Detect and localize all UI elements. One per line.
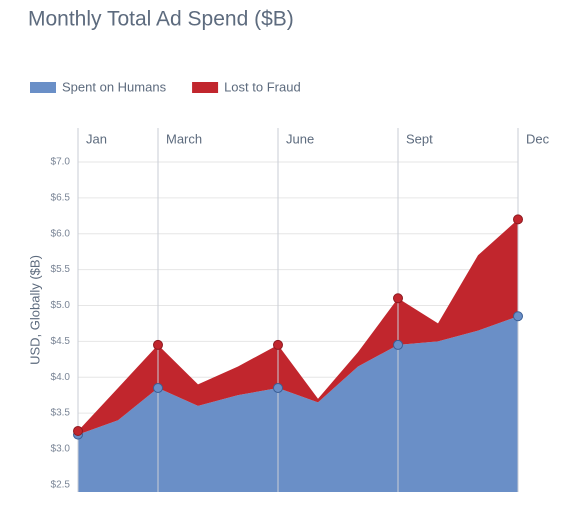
y-tick-label: $6.5 <box>51 193 71 204</box>
area <box>78 219 518 435</box>
y-tick-label: $7.0 <box>51 157 71 168</box>
y-tick-label: $4.0 <box>51 372 71 383</box>
point <box>153 382 163 393</box>
x-tick-label: Jan <box>86 131 107 146</box>
x-tick-label: June <box>286 131 314 146</box>
y-tick-label: $6.0 <box>51 228 71 239</box>
y-tick-label: $2.5 <box>51 479 71 490</box>
area <box>78 316 518 492</box>
y-tick-label: $4.5 <box>51 336 71 347</box>
point <box>393 339 403 350</box>
point <box>393 293 403 304</box>
legend-label: Lost to Fraud <box>224 79 301 94</box>
legend-label: Spent on Humans <box>62 79 167 94</box>
x-tick-label: Dec <box>526 131 550 146</box>
y-tick-label: $3.5 <box>51 408 71 419</box>
point <box>273 382 283 393</box>
point <box>73 426 83 437</box>
y-tick-label: $3.0 <box>51 444 71 455</box>
point <box>153 339 163 350</box>
point <box>513 214 523 225</box>
legend-swatch <box>30 82 56 93</box>
point <box>513 311 523 322</box>
y-tick-label: $5.0 <box>51 300 71 311</box>
y-tick-label: $5.5 <box>51 264 71 275</box>
y-axis-label: USD, Globally ($B) <box>27 255 42 365</box>
chart-title: Monthly Total Ad Spend ($B) <box>28 8 294 31</box>
x-tick-label: March <box>166 131 202 146</box>
legend-swatch <box>192 82 219 93</box>
point <box>273 339 283 350</box>
x-tick-label: Sept <box>406 131 433 146</box>
